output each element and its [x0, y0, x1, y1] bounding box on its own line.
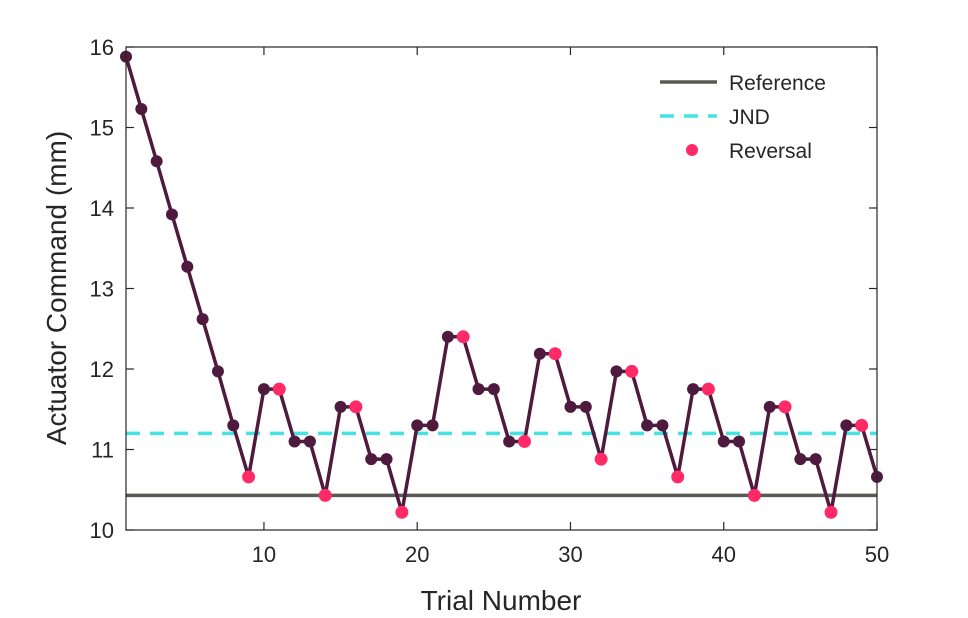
- data-point: [564, 400, 577, 413]
- data-point: [411, 419, 424, 432]
- legend-reversal-swatch: [686, 144, 698, 156]
- reversal-point: [778, 400, 792, 414]
- data-point: [334, 400, 347, 413]
- series-line: [124, 56, 879, 515]
- data-point: [763, 400, 776, 413]
- y-tick-label: 12: [90, 357, 114, 382]
- legend: Reference JND Reversal: [660, 72, 826, 163]
- reversal-point: [349, 400, 363, 414]
- plot-background: [126, 47, 877, 530]
- x-axis-title: Trial Number: [421, 585, 582, 616]
- y-tick-label: 14: [90, 196, 114, 221]
- y-tick-label: 11: [91, 438, 114, 463]
- data-point: [579, 400, 592, 413]
- reversal-point: [272, 382, 286, 396]
- data-point: [257, 383, 270, 396]
- data-point: [380, 453, 393, 466]
- data-point: [303, 435, 316, 448]
- data-point: [641, 419, 654, 432]
- data-point: [196, 313, 209, 326]
- data-point: [794, 453, 807, 466]
- x-tick-label: 30: [558, 542, 582, 567]
- legend-reference-label: Reference: [729, 72, 826, 95]
- y-tick-label: 15: [90, 116, 114, 141]
- reversal-layer: [242, 330, 869, 519]
- data-point: [181, 260, 194, 273]
- reversal-point: [824, 505, 838, 519]
- data-point: [809, 453, 822, 466]
- data-point: [840, 419, 853, 432]
- reversal-point: [548, 347, 562, 361]
- data-point: [441, 330, 454, 343]
- data-point: [733, 435, 746, 448]
- legend-jnd-label: JND: [729, 106, 770, 129]
- x-tick-label: 40: [711, 542, 735, 567]
- data-point: [717, 435, 730, 448]
- reversal-point: [517, 434, 531, 448]
- y-tick-label: 16: [90, 35, 114, 60]
- reversal-point: [594, 452, 608, 466]
- legend-reversal-label: Reversal: [729, 140, 812, 163]
- x-tick-label: 20: [405, 542, 429, 567]
- reversal-point: [855, 418, 869, 432]
- data-point: [610, 365, 623, 378]
- data-point: [288, 435, 301, 448]
- data-point: [135, 102, 148, 115]
- data-point: [227, 419, 240, 432]
- data-point: [687, 383, 700, 396]
- reversal-point: [242, 470, 256, 484]
- x-tick-label: 10: [252, 542, 276, 567]
- data-point: [150, 155, 163, 168]
- reversal-point: [318, 488, 332, 502]
- y-axis-title: Actuator Command (mm): [41, 131, 72, 445]
- data-point: [503, 435, 516, 448]
- y-tick-label: 13: [90, 277, 114, 302]
- data-point: [165, 208, 178, 221]
- data-point: [533, 347, 546, 360]
- x-tick-label: 50: [865, 542, 889, 567]
- reversal-point: [671, 470, 685, 484]
- reversal-point: [456, 330, 470, 344]
- data-point: [211, 365, 224, 378]
- reversal-point: [747, 488, 761, 502]
- y-tick-label: 10: [90, 518, 114, 543]
- data-point: [487, 383, 500, 396]
- data-point: [472, 383, 485, 396]
- reversal-point: [625, 364, 639, 378]
- reversal-point: [395, 505, 409, 519]
- reversal-point: [701, 382, 715, 396]
- data-point: [656, 419, 669, 432]
- data-point: [365, 453, 378, 466]
- data-point: [426, 419, 439, 432]
- tick-layer: 10 20 30 40 50 10 11 12 13 14 15 16: [90, 35, 890, 567]
